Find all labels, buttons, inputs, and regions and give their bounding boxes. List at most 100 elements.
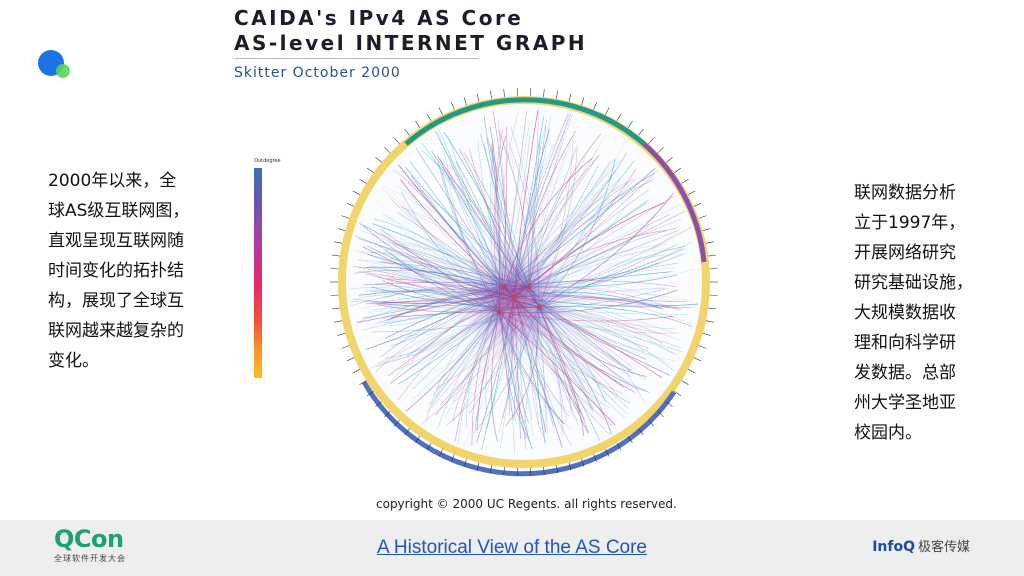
graph-rim-tick <box>393 137 400 144</box>
graph-rim-tick <box>415 121 421 128</box>
graph-rim-tick <box>393 420 400 427</box>
graph-rim-tick <box>705 241 714 244</box>
as-graph-visualization <box>330 88 718 477</box>
graph-rim-tick <box>490 465 492 474</box>
graph-rim-tick <box>698 345 707 349</box>
graph-rim-tick <box>708 307 717 310</box>
left-line: 时间变化的拓扑结 <box>48 261 184 281</box>
slide-logo <box>38 50 74 86</box>
slide-footer: QCon 全球软件开发大会 A Historical View of the A… <box>0 520 1024 576</box>
left-description: 2000年以来，全 球AS级互联网图， 直观呈现互联网随 时间变化的拓扑结 构，… <box>48 166 208 376</box>
left-line: 直观呈现互联网随 <box>48 231 184 251</box>
poster-copyright: copyright © 2000 UC Regents. all rights … <box>376 497 677 511</box>
graph-rim-tick <box>503 466 505 475</box>
graph-ring-arc-teal <box>404 97 646 146</box>
graph-rim-tick <box>375 157 382 163</box>
qcon-tagline: 全球软件开发大会 <box>54 554 126 563</box>
right-line: 开展网络研究 <box>854 243 956 263</box>
graph-rim-tick <box>451 454 455 463</box>
right-line: 大规模数据收 <box>854 303 956 323</box>
left-line: 构，展现了全球互 <box>48 291 184 311</box>
graph-rim-tick <box>688 190 696 195</box>
logo-green-dot <box>56 64 70 78</box>
graph-rim-tick <box>476 462 480 471</box>
historical-view-link[interactable]: A Historical View of the AS Core <box>377 537 647 558</box>
graph-rim-tick <box>666 401 673 407</box>
graph-rim-tick <box>404 428 410 436</box>
graph-rim-tick <box>627 121 633 128</box>
graph-rim-tick <box>657 146 664 154</box>
graph-rim-tick <box>556 90 558 99</box>
graph-rim-tick <box>438 107 443 115</box>
graph-rim-tick <box>593 454 597 463</box>
graph-core-node <box>527 285 531 289</box>
graph-rim-tick <box>330 294 339 296</box>
graph-rim-tick <box>638 128 644 136</box>
graph-rim-tick <box>341 345 350 349</box>
graph-rim-tick <box>490 90 492 99</box>
graph-rim-tick <box>384 410 391 418</box>
poster-subtitle: Skitter October 2000 <box>234 65 401 81</box>
qcon-logo: QCon 全球软件开发大会 <box>54 526 126 564</box>
graph-rim-tick <box>581 97 585 106</box>
graph-rim-tick <box>438 449 443 457</box>
right-line: 立于1997年， <box>854 213 966 233</box>
left-line: 变化。 <box>48 351 99 371</box>
graph-rim-tick <box>657 410 664 418</box>
graph-rim-tick <box>334 241 343 244</box>
graph-rim-tick <box>648 137 655 144</box>
poster-title-line2: AS-level INTERNET GRAPH <box>234 31 588 55</box>
graph-rim-tick <box>702 228 711 231</box>
graph-rim-tick <box>341 215 350 219</box>
poster-title-line1: CAIDA's IPv4 AS Core <box>234 6 524 30</box>
graph-rim-tick <box>463 458 467 467</box>
infoq-brand: InfoQ <box>872 539 915 555</box>
graph-rim-tick <box>581 458 585 467</box>
graph-rim-tick <box>681 380 689 386</box>
infoq-logo: InfoQ 极客传媒 <box>872 536 970 555</box>
right-description: 联网数据分析 立于1997年， 开展网络研究 研究基础设施， 大规模数据收 理和… <box>854 178 979 448</box>
graph-rim-tick <box>698 215 707 219</box>
right-line: 发数据。总部 <box>854 363 956 383</box>
graph-rim-tick <box>705 320 714 323</box>
graph-rim-tick <box>503 89 505 98</box>
graph-rim-tick <box>709 268 718 270</box>
graph-rim-tick <box>616 113 622 122</box>
graph-rim-tick <box>674 167 682 173</box>
graph-rim-tick <box>346 357 355 362</box>
graph-rim-tick <box>693 202 702 207</box>
graph-rim-tick <box>331 307 340 310</box>
graph-rim-tick <box>359 380 367 386</box>
graph-rim-tick <box>426 113 432 122</box>
right-line: 联网数据分析 <box>854 183 956 203</box>
graph-rim-tick <box>352 369 360 374</box>
infoq-cn-name: 极客传媒 <box>917 540 970 555</box>
graph-core-node <box>537 305 541 309</box>
graph-rim-tick <box>337 228 346 231</box>
left-line: 联网越来越复杂的 <box>48 321 184 341</box>
right-line: 州大学圣地亚 <box>854 393 956 413</box>
graph-rim-tick <box>556 465 558 474</box>
graph-rim-tick <box>337 333 346 336</box>
left-line: 2000年以来，全 <box>48 171 177 191</box>
graph-rim-tick <box>568 93 572 102</box>
graph-rim-tick <box>709 294 718 296</box>
graph-rim-tick <box>415 436 421 443</box>
graph-rim-tick <box>359 178 367 184</box>
graph-core-glow <box>444 232 584 372</box>
graph-rim-tick <box>605 449 610 457</box>
right-line: 理和向科学研 <box>854 333 956 353</box>
graph-rim-tick <box>688 369 696 374</box>
graph-rim-tick <box>331 254 340 257</box>
graph-rim-tick <box>375 401 382 407</box>
graph-rim-tick <box>366 167 374 173</box>
graph-rim-tick <box>426 442 432 451</box>
graph-rim-tick <box>674 391 682 397</box>
legend-title: Outdegree <box>254 158 281 164</box>
graph-ring-arc-blue <box>361 380 677 477</box>
graph-rim-tick <box>708 254 717 257</box>
graph-core-node <box>502 285 506 289</box>
graph-rim-tick <box>627 436 633 443</box>
graph-rim-tick <box>693 357 702 362</box>
graph-rim-tick <box>334 320 343 323</box>
